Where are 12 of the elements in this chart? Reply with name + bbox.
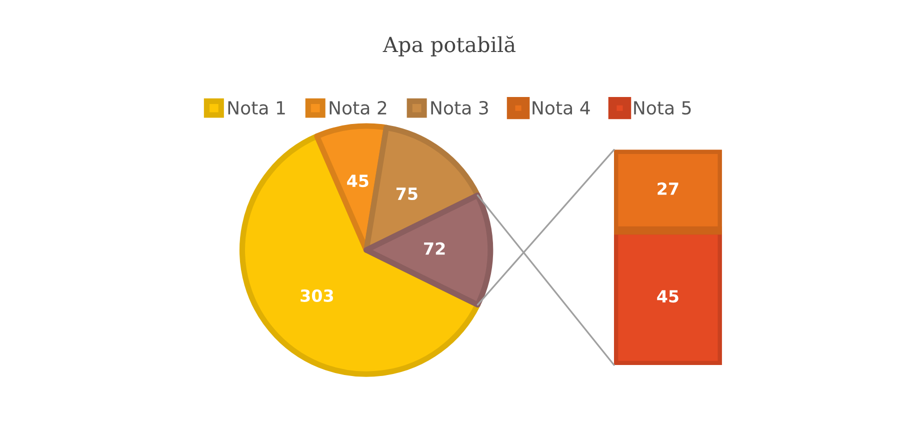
data-label: 45 — [347, 174, 368, 188]
legend-label: Nota 5 — [634, 101, 691, 115]
data-label: 45 — [657, 290, 678, 303]
legend-label: Nota 1 — [228, 101, 285, 115]
data-label: 303 — [300, 289, 334, 302]
data-label: 72 — [424, 242, 445, 255]
data-label: 27 — [658, 182, 678, 195]
chart-title: Apa potabilă — [382, 36, 516, 56]
data-label: 75 — [396, 188, 418, 200]
legend-label: Nota 4 — [532, 101, 590, 115]
legend-label: Nota 2 — [330, 100, 386, 115]
legend-label: Nota 3 — [431, 100, 488, 115]
